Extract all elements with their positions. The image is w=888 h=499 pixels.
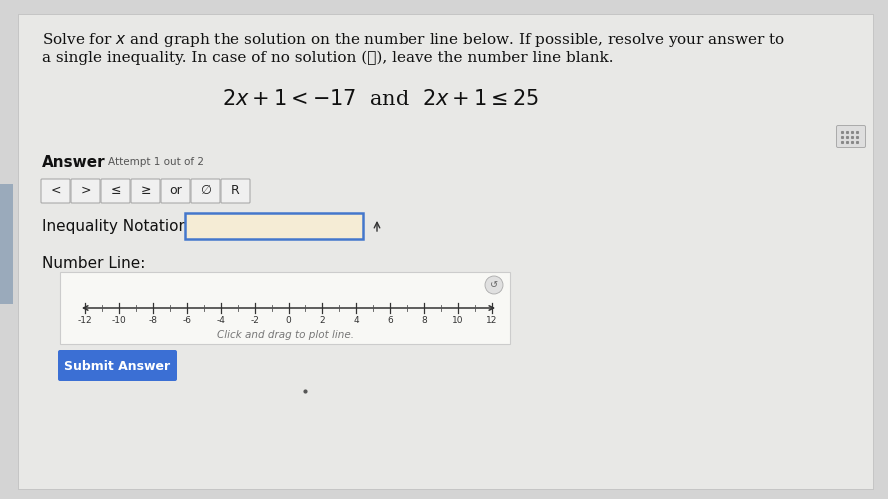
FancyBboxPatch shape: [131, 179, 160, 203]
Text: <: <: [51, 184, 60, 197]
Text: $2x+1<-17$  and  $2x+1\leq 25$: $2x+1<-17$ and $2x+1\leq 25$: [222, 89, 538, 109]
Text: Number Line:: Number Line:: [42, 256, 146, 271]
Text: Attempt 1 out of 2: Attempt 1 out of 2: [108, 157, 204, 167]
Text: R: R: [231, 184, 240, 197]
FancyBboxPatch shape: [221, 179, 250, 203]
FancyBboxPatch shape: [0, 184, 13, 304]
Text: -2: -2: [250, 316, 259, 325]
Text: -12: -12: [77, 316, 92, 325]
FancyBboxPatch shape: [101, 179, 130, 203]
FancyBboxPatch shape: [18, 14, 873, 489]
Text: Inequality Notation:: Inequality Notation:: [42, 219, 194, 234]
Text: 12: 12: [487, 316, 497, 325]
Text: Solve for $x$ and graph the solution on the number line below. If possible, reso: Solve for $x$ and graph the solution on …: [42, 31, 785, 49]
Text: >: >: [80, 184, 91, 197]
Text: 2: 2: [320, 316, 325, 325]
Text: -6: -6: [182, 316, 191, 325]
FancyBboxPatch shape: [60, 272, 510, 344]
Text: 0: 0: [286, 316, 291, 325]
FancyBboxPatch shape: [71, 179, 100, 203]
Text: Answer: Answer: [42, 155, 106, 170]
Text: 8: 8: [421, 316, 427, 325]
FancyBboxPatch shape: [185, 213, 363, 239]
Text: ∅: ∅: [200, 184, 211, 197]
Text: -4: -4: [217, 316, 225, 325]
Text: Submit Answer: Submit Answer: [64, 359, 170, 372]
Text: -10: -10: [112, 316, 126, 325]
Text: ≥: ≥: [140, 184, 151, 197]
Text: Click and drag to plot line.: Click and drag to plot line.: [217, 330, 353, 340]
Text: 6: 6: [387, 316, 393, 325]
Text: 10: 10: [452, 316, 464, 325]
Circle shape: [485, 276, 503, 294]
Text: ≤: ≤: [110, 184, 121, 197]
FancyBboxPatch shape: [836, 126, 866, 148]
Text: a single inequality. In case of no solution (∅), leave the number line blank.: a single inequality. In case of no solut…: [42, 51, 614, 65]
Text: ↺: ↺: [490, 280, 498, 290]
FancyBboxPatch shape: [41, 179, 70, 203]
Text: or: or: [169, 184, 182, 197]
FancyBboxPatch shape: [58, 350, 177, 381]
FancyBboxPatch shape: [191, 179, 220, 203]
Text: 4: 4: [353, 316, 359, 325]
FancyBboxPatch shape: [161, 179, 190, 203]
Text: -8: -8: [148, 316, 157, 325]
